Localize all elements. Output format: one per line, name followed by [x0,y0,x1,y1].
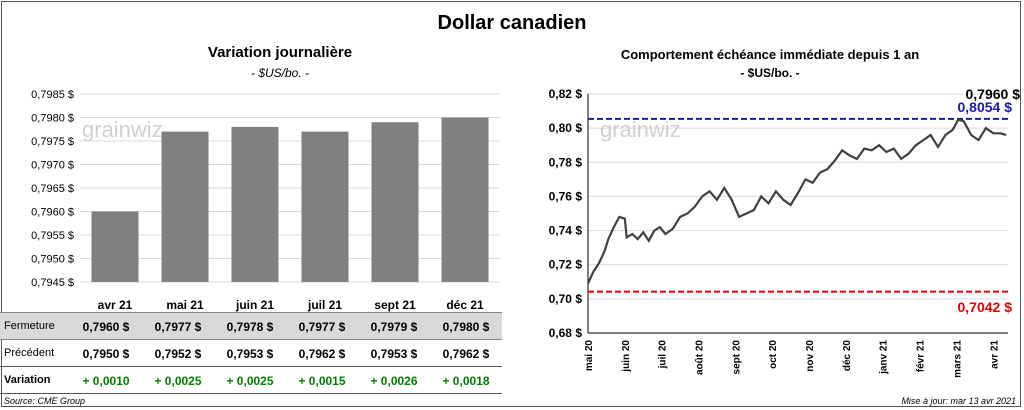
x-tick-label: déc 20 [842,340,853,372]
source-note: Source: CME Group [4,396,86,406]
table-cell: 0,7953 $ [226,347,274,361]
x-tick-label: juin 20 [621,340,632,373]
watermark-text: grainwiz [82,117,163,142]
table-cell: 0,7977 $ [298,320,346,334]
bar [161,131,209,282]
bar [231,126,279,283]
y-tick-label: 0,7960 $ [31,207,74,219]
row-label: Variation [4,374,51,386]
table-cell: 0,7952 $ [154,347,202,361]
y-tick-label: 0,7955 $ [31,230,74,242]
table-row-variation: Variation + 0,0010 + 0,0025 + 0,0025 + 0… [0,367,502,394]
y-tick-label: 0,7970 $ [31,160,74,172]
bar [371,122,419,282]
x-tick-label: avr 21 [98,298,133,312]
table-cell: 0,7962 $ [298,347,346,361]
x-tick-label: juin 21 [235,298,274,312]
x-tick-label: juil 20 [658,340,669,370]
x-tick-label: sept 20 [731,340,742,375]
x-tick-label: avr 21 [989,340,1000,369]
table-cell: 0,7950 $ [82,347,130,361]
y-tick-label: 0,7950 $ [31,254,74,266]
table-cell: + 0,0026 [370,374,418,388]
update-note: Mise à jour: mar 13 avr 2021 [901,396,1016,406]
x-tick-label: mars 21 [952,340,963,378]
table-cell: 0,7977 $ [154,320,202,334]
row-label: Fermeture [4,320,55,332]
table-cell: + 0,0018 [442,374,490,388]
x-tick-label: nov 20 [805,340,816,372]
table-cell: 0,7953 $ [370,347,418,361]
x-tick-label: août 20 [695,340,706,375]
x-tick-label: déc 21 [446,298,484,312]
x-tick-label: janv 21 [879,340,890,375]
right-chart-title: Comportement échéance immédiate depuis 1… [620,47,920,62]
table-cell: + 0,0025 [154,374,202,388]
row-label: Précédent [4,347,55,359]
bar-chart: 0,7945 $ 0,7950 $ 0,7955 $ 0,7960 $ 0,7965 $… [31,89,500,312]
table-cell: + 0,0010 [82,374,130,388]
table-row-precedent: Précédent 0,7950 $ 0,7952 $ 0,7953 $ 0,7… [0,340,502,367]
left-chart-title: Variation journalière [207,44,353,61]
table-cell: 0,7962 $ [442,347,490,361]
y-tick-label: 0,70 $ [549,292,583,306]
table-cell: + 0,0025 [226,374,274,388]
bar [91,211,139,282]
series-line [587,118,1007,284]
bar [441,117,489,282]
y-tick-label: 0,78 $ [549,155,583,169]
right-chart-unit: - $US/bo. - [740,66,800,80]
y-tick-label: 0,7975 $ [31,136,74,148]
last-value-label: 0,7960 $ [966,86,1021,102]
table-cell: + 0,0015 [298,374,346,388]
x-tick-label: févr 21 [916,340,927,373]
y-tick-label: 0,76 $ [549,189,583,203]
table-cell: 0,7978 $ [226,320,274,334]
table-cell: 0,7979 $ [370,320,418,334]
table-cell: 0,7980 $ [442,320,490,334]
table-row-fermeture: Fermeture 0,7960 $ 0,7977 $ 0,7978 $ 0,7… [0,312,502,340]
y-tick-label: 0,74 $ [549,224,583,238]
y-tick-label: 0,68 $ [549,326,583,340]
y-tick-label: 0,7945 $ [31,277,74,289]
y-tick-label: 0,80 $ [549,121,583,135]
x-tick-label: oct 20 [768,340,779,369]
table-cell: 0,7960 $ [82,320,130,334]
x-tick-label: mai 20 [584,340,595,372]
high-value-label: 0,8054 $ [958,99,1013,115]
x-tick-label: sept 21 [374,298,416,312]
y-tick-label: 0,82 $ [549,87,583,101]
y-tick-label: 0,7985 $ [31,89,74,101]
line-chart: 0,68 $ 0,70 $ 0,72 $ 0,74 $ 0,76 $ 0,78 $ 0,80… [549,86,1021,378]
low-value-label: 0,7042 $ [958,299,1013,315]
bar [301,131,349,282]
main-title: Dollar canadien [437,12,587,34]
watermark-text: grainwiz [600,117,681,142]
y-tick-label: 0,7980 $ [31,113,74,125]
y-tick-label: 0,7965 $ [31,183,74,195]
left-chart-unit: - $US/bo. - [250,66,310,80]
x-tick-label: mai 21 [166,298,204,312]
y-tick-label: 0,72 $ [549,258,583,272]
x-tick-label: juil 21 [307,298,342,312]
